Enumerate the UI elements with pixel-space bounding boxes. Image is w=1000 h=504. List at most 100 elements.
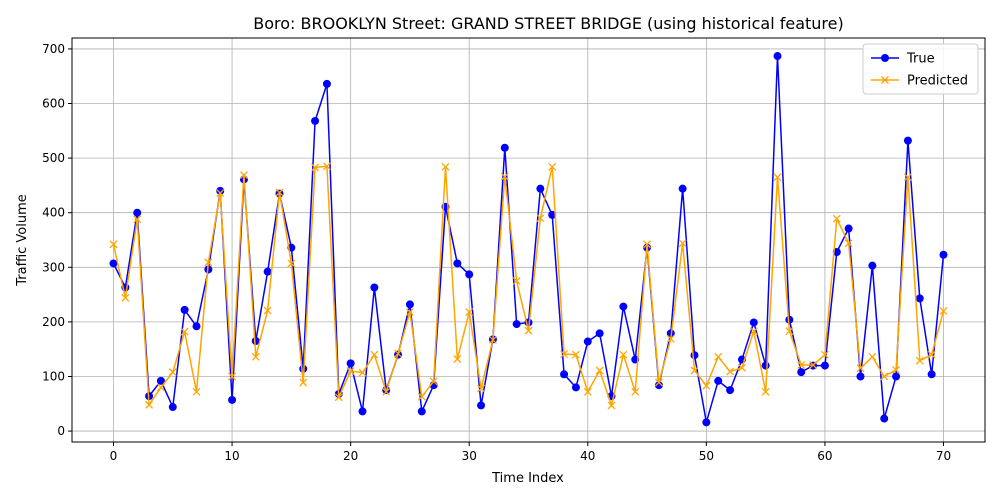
data-point-predicted bbox=[560, 350, 569, 359]
data-point-true bbox=[465, 270, 474, 279]
data-point-predicted bbox=[809, 361, 818, 369]
data-point-predicted bbox=[477, 384, 486, 393]
data-point-true bbox=[797, 368, 806, 377]
data-point-true bbox=[370, 283, 379, 292]
data-point-predicted bbox=[156, 383, 165, 392]
data-point-predicted bbox=[832, 214, 841, 223]
data-point-predicted bbox=[785, 327, 794, 336]
data-point-true bbox=[358, 407, 367, 416]
data-point-predicted bbox=[334, 393, 343, 402]
data-point-true bbox=[583, 337, 592, 346]
data-point-predicted bbox=[844, 239, 853, 248]
data-point-predicted bbox=[488, 335, 497, 344]
data-point-true bbox=[512, 320, 521, 329]
x-axis-label: Time Index bbox=[491, 471, 564, 486]
data-point-predicted bbox=[915, 356, 924, 365]
data-point-predicted bbox=[370, 350, 379, 359]
data-point-predicted bbox=[382, 387, 391, 396]
data-point-predicted bbox=[690, 366, 699, 375]
legend-box bbox=[862, 43, 979, 95]
data-point-true bbox=[263, 267, 272, 276]
data-point-predicted bbox=[631, 387, 640, 396]
data-point-predicted bbox=[761, 387, 770, 396]
data-point-predicted bbox=[619, 350, 628, 359]
data-point-predicted bbox=[726, 367, 735, 376]
data-point-predicted bbox=[346, 367, 355, 375]
data-point-predicted bbox=[145, 400, 154, 409]
data-point-predicted bbox=[251, 352, 260, 361]
data-point-predicted bbox=[892, 365, 901, 374]
data-point-true bbox=[690, 351, 699, 360]
data-point-true bbox=[417, 407, 426, 416]
data-point-true bbox=[702, 418, 711, 427]
data-point-predicted bbox=[168, 368, 177, 377]
data-point-predicted bbox=[607, 401, 616, 410]
data-point-true bbox=[453, 259, 462, 268]
data-point-true bbox=[109, 259, 118, 268]
legend-label-true: True bbox=[906, 52, 935, 67]
data-point-predicted bbox=[856, 364, 865, 373]
data-point-true bbox=[548, 210, 557, 219]
y-tick-label: 400 bbox=[42, 206, 65, 220]
data-point-true bbox=[216, 186, 225, 195]
data-point-true bbox=[844, 224, 853, 233]
data-point-predicted bbox=[820, 350, 829, 359]
data-point-predicted bbox=[927, 350, 936, 359]
legend: True Predicted bbox=[862, 43, 979, 95]
data-point-true bbox=[228, 395, 237, 404]
data-point-predicted bbox=[311, 163, 320, 172]
data-point-predicted bbox=[239, 171, 248, 179]
y-tick-label: 100 bbox=[42, 369, 65, 383]
data-point-predicted bbox=[299, 378, 308, 387]
data-point-predicted bbox=[133, 215, 142, 224]
x-tick-label: 10 bbox=[224, 449, 239, 463]
data-point-predicted bbox=[192, 387, 201, 396]
data-point-predicted bbox=[500, 172, 509, 181]
data-point-predicted bbox=[228, 372, 237, 381]
data-point-predicted bbox=[405, 308, 414, 317]
data-point-true bbox=[536, 184, 545, 193]
data-point-true bbox=[500, 143, 509, 152]
data-point-true bbox=[939, 250, 948, 259]
y-tick-label: 700 bbox=[42, 42, 65, 56]
data-point-true bbox=[714, 376, 723, 385]
data-point-true bbox=[595, 329, 604, 338]
data-point-predicted bbox=[121, 293, 130, 302]
data-point-predicted bbox=[275, 188, 284, 197]
data-point-true bbox=[168, 403, 177, 412]
data-point-true bbox=[868, 261, 877, 270]
data-point-true bbox=[892, 372, 901, 381]
data-point-true bbox=[927, 370, 936, 379]
data-point-true bbox=[773, 52, 782, 61]
plot-frame bbox=[71, 37, 986, 443]
legend-marker-true bbox=[881, 54, 889, 62]
data-point-true bbox=[477, 401, 486, 410]
data-point-true bbox=[761, 361, 770, 370]
data-point-predicted bbox=[465, 308, 474, 317]
data-point-true bbox=[856, 372, 865, 381]
data-point-true bbox=[654, 381, 663, 390]
data-point-predicted bbox=[548, 162, 557, 171]
data-point-true bbox=[560, 370, 569, 379]
data-point-predicted bbox=[737, 363, 746, 372]
data-point-predicted bbox=[666, 334, 675, 343]
data-point-predicted bbox=[536, 214, 545, 223]
data-point-predicted bbox=[654, 378, 663, 387]
data-point-true bbox=[405, 300, 414, 309]
data-point-true bbox=[346, 359, 355, 368]
data-point-true bbox=[903, 136, 912, 145]
data-point-predicted bbox=[216, 189, 225, 198]
data-point-predicted bbox=[287, 259, 296, 268]
x-tick-label: 20 bbox=[343, 449, 358, 463]
chart-title: Boro: BROOKLYN Street: GRAND STREET BRID… bbox=[253, 14, 843, 33]
data-point-true bbox=[678, 184, 687, 193]
data-point-true bbox=[749, 318, 758, 327]
data-point-predicted bbox=[939, 307, 948, 315]
data-point-predicted bbox=[583, 387, 592, 396]
legend-label-predicted: Predicted bbox=[907, 74, 968, 89]
data-point-predicted bbox=[109, 240, 118, 249]
data-point-predicted bbox=[358, 368, 367, 377]
data-point-predicted bbox=[571, 350, 580, 359]
data-point-true bbox=[726, 386, 735, 395]
